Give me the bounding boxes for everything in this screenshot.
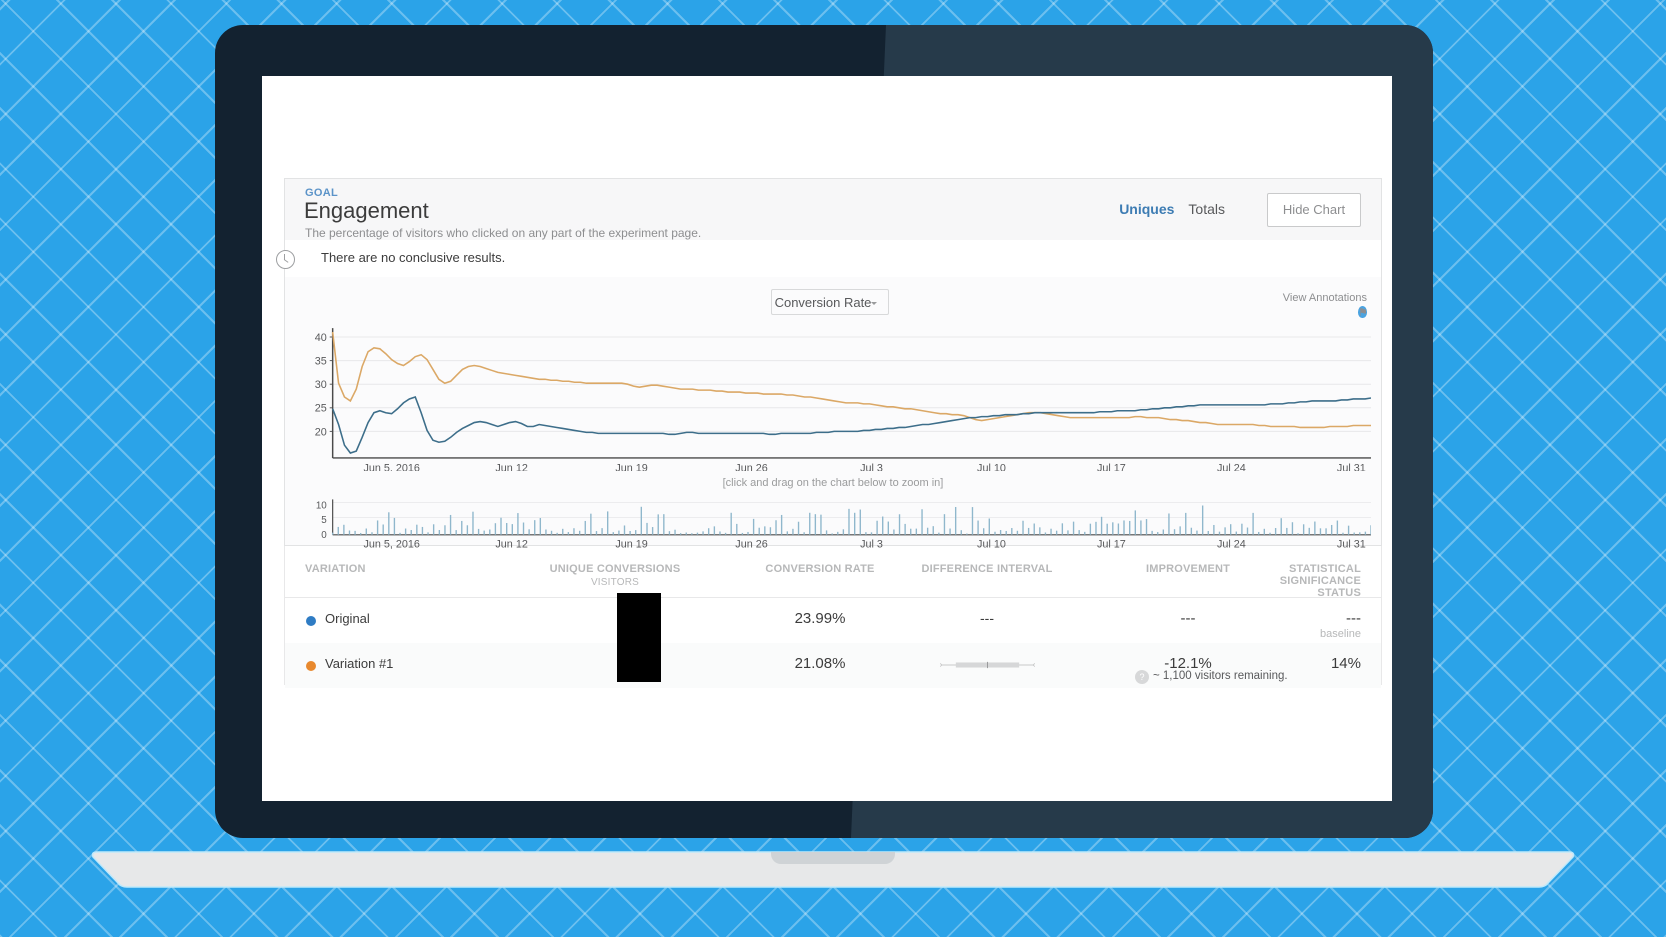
svg-text:40: 40 [315,332,327,344]
svg-text:Jun 19: Jun 19 [615,539,647,550]
svg-text:Jul 17: Jul 17 [1097,463,1126,471]
svg-text:Jun 19: Jun 19 [615,463,647,471]
svg-text:Jun 26: Jun 26 [735,463,767,471]
svg-text:5: 5 [321,515,327,526]
svg-text:25: 25 [315,403,327,415]
svg-text:Jun 26: Jun 26 [735,539,767,550]
svg-text:Jul 3: Jul 3 [860,463,883,471]
svg-text:Jun 12: Jun 12 [495,463,527,471]
svg-text:Jul 17: Jul 17 [1097,539,1126,550]
svg-text:0: 0 [321,530,327,541]
svg-text:30: 30 [315,379,327,391]
svg-text:Jun 12: Jun 12 [495,539,527,550]
svg-text:Jul 10: Jul 10 [977,463,1006,471]
svg-text:Jul 10: Jul 10 [977,539,1006,550]
svg-text:Jul 24: Jul 24 [1217,463,1246,471]
svg-text:Jul 31: Jul 31 [1337,463,1366,471]
svg-text:Jul 24: Jul 24 [1217,539,1246,550]
svg-text:Jul 31: Jul 31 [1337,539,1366,550]
svg-text:Jun 5, 2016: Jun 5, 2016 [363,463,419,471]
svg-text:35: 35 [315,356,327,368]
svg-text:20: 20 [315,426,327,438]
svg-text:10: 10 [316,500,327,511]
svg-text:Jun 5, 2016: Jun 5, 2016 [363,539,419,550]
svg-text:Jul 3: Jul 3 [860,539,883,550]
